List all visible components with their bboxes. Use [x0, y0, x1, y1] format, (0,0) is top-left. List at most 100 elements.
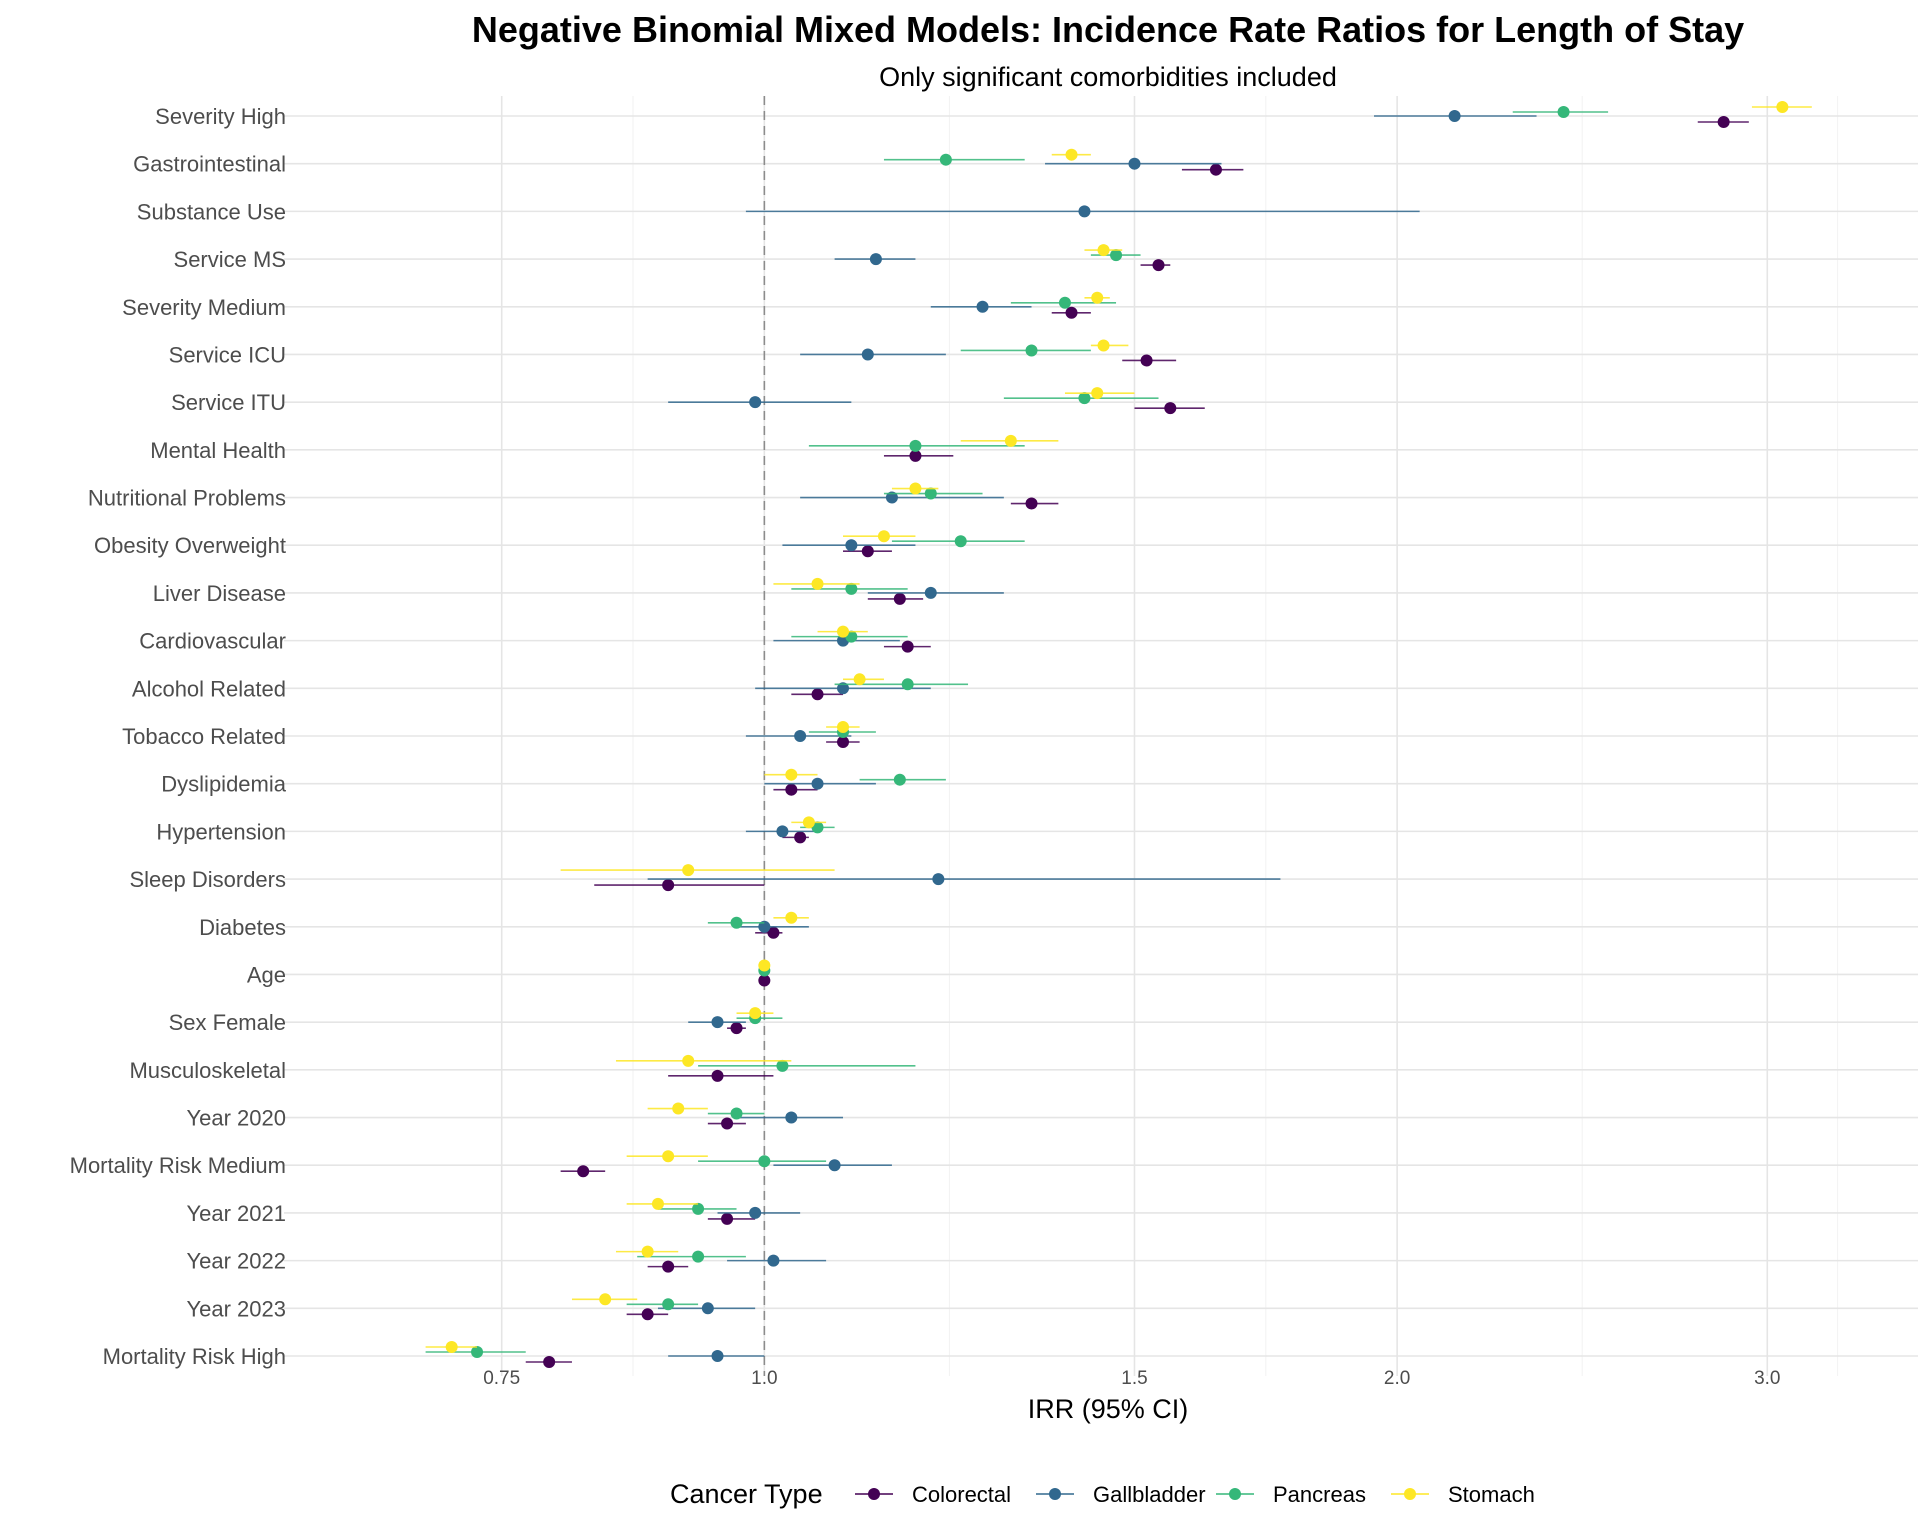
y-tick-label: Hypertension	[156, 819, 286, 844]
data-point	[785, 1111, 798, 1124]
data-point	[1091, 291, 1104, 304]
y-tick-label: Year 2023	[186, 1296, 286, 1321]
data-point	[758, 959, 771, 972]
data-point	[767, 926, 780, 939]
data-point	[893, 592, 906, 605]
legend-label: Gallbladder	[1093, 1482, 1206, 1507]
data-point	[1058, 296, 1071, 309]
data-point	[901, 640, 914, 653]
series-pancreas	[425, 106, 1609, 1358]
data-point	[785, 783, 798, 796]
legend-key-colorectal	[855, 1488, 893, 1500]
y-tick-label: Mortality Risk High	[103, 1344, 286, 1369]
data-point	[811, 577, 824, 590]
data-point	[853, 673, 866, 686]
series-gallbladder	[647, 110, 1537, 1362]
data-point	[758, 1155, 771, 1168]
data-point	[794, 730, 807, 742]
data-point	[794, 831, 807, 844]
y-tick-label: Liver Disease	[153, 581, 286, 606]
legend-key-point	[1404, 1488, 1416, 1500]
series-stomach	[425, 101, 1812, 1353]
data-point	[1097, 244, 1110, 257]
data-point	[758, 920, 771, 933]
data-point	[662, 1150, 675, 1163]
chart-subtitle: Only significant comorbidities included	[879, 62, 1337, 92]
legend-key-point	[868, 1488, 880, 1500]
data-point	[662, 879, 675, 892]
y-tick-label: Alcohol Related	[132, 676, 286, 701]
x-axis-title: IRR (95% CI)	[1028, 1394, 1189, 1424]
data-point	[785, 911, 798, 924]
data-point	[749, 396, 762, 409]
y-tick-label: Severity Medium	[122, 295, 286, 320]
data-point	[471, 1346, 484, 1358]
data-point	[837, 682, 850, 695]
legend-label: Colorectal	[912, 1482, 1011, 1507]
y-tick-label: Nutritional Problems	[88, 486, 286, 511]
x-axis: 0.75 1.0 1.5 2.0 3.0	[483, 1368, 1780, 1389]
data-point	[811, 777, 824, 790]
y-tick-label: Tobacco Related	[122, 724, 286, 749]
legend-key-pancreas	[1216, 1488, 1254, 1500]
data-point	[901, 678, 914, 691]
data-point	[641, 1245, 654, 1258]
data-point	[692, 1202, 705, 1215]
chart-title: Negative Binomial Mixed Models: Incidenc…	[472, 9, 1744, 50]
data-point	[837, 721, 850, 733]
data-point	[885, 491, 898, 504]
legend-key-point	[1049, 1488, 1061, 1500]
data-point	[785, 768, 798, 781]
data-point	[662, 1298, 675, 1311]
data-point	[954, 535, 967, 548]
data-point	[711, 1069, 724, 1082]
data-point	[651, 1197, 664, 1210]
y-tick-label: Severity High	[155, 104, 286, 129]
legend-key-stomach	[1391, 1488, 1429, 1500]
data-point	[828, 1159, 841, 1172]
data-point	[1078, 205, 1091, 218]
y-tick-label: Age	[247, 962, 286, 987]
y-tick-label: Year 2021	[186, 1201, 286, 1226]
y-tick-label: Dyslipidemia	[161, 772, 286, 797]
legend-label: Pancreas	[1273, 1482, 1366, 1507]
y-tick-label: Year 2020	[186, 1106, 286, 1131]
data-point	[1557, 106, 1570, 118]
y-tick-label: Year 2022	[186, 1249, 286, 1274]
data-point	[893, 773, 906, 786]
data-point	[1097, 339, 1110, 352]
y-axis: Severity High Gastrointestinal Substance U…	[70, 104, 287, 1369]
y-tick-label: Musculoskeletal	[129, 1058, 286, 1083]
legend-key-point	[1229, 1488, 1241, 1500]
data-point	[662, 1260, 675, 1273]
data-point	[776, 1059, 789, 1072]
data-point	[1128, 157, 1141, 170]
data-point	[682, 1054, 695, 1067]
data-point	[837, 736, 850, 748]
data-point	[1078, 392, 1091, 405]
data-point	[1110, 249, 1123, 262]
data-point	[721, 1117, 734, 1130]
x-tick-label: 3.0	[1754, 1368, 1780, 1389]
y-tick-label: Diabetes	[199, 915, 286, 940]
y-tick-label: Service ICU	[169, 342, 286, 367]
data-point	[1025, 344, 1038, 357]
data-point	[711, 1350, 724, 1362]
data-point	[976, 300, 989, 313]
data-point	[924, 586, 937, 599]
data-point	[1091, 387, 1104, 400]
y-tick-label: Sleep Disorders	[129, 867, 286, 892]
data-point	[749, 1007, 762, 1020]
data-point	[932, 873, 945, 886]
data-point	[1164, 402, 1177, 415]
data-point	[845, 539, 858, 552]
data-point	[845, 582, 858, 595]
y-tick-label: Service MS	[174, 247, 286, 272]
data-point	[711, 1016, 724, 1029]
data-point	[1065, 306, 1078, 319]
x-tick-label: 0.75	[483, 1368, 520, 1389]
y-tick-label: Sex Female	[169, 1010, 286, 1035]
data-point	[730, 916, 743, 929]
data-point	[445, 1341, 458, 1353]
